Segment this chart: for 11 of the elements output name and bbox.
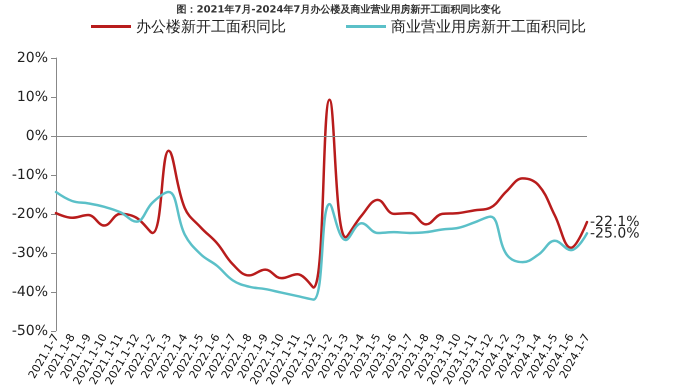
y-tick-label: 20% [16, 50, 48, 66]
legend-label: 办公楼新开工面积同比 [136, 18, 286, 36]
y-tick-label: -50% [12, 322, 48, 339]
y-tick-label: -20% [12, 206, 48, 222]
legend-label: 商业营业用房新开工面积同比 [391, 18, 586, 36]
y-tick-label: 10% [16, 88, 48, 105]
y-tick-label: 0% [26, 128, 48, 144]
y-tick-label: -30% [12, 244, 48, 261]
y-tick-label: -40% [12, 284, 48, 300]
chart-title: 图：2021年7月-2024年7月办公楼及商业营业用房新开工面积同比变化 [176, 4, 502, 16]
y-tick-label: -10% [12, 166, 48, 183]
